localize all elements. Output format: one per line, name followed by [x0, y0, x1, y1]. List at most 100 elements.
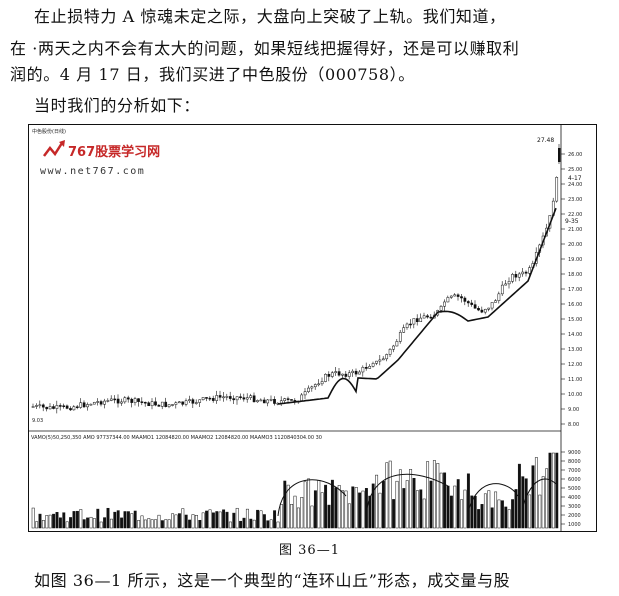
volume-bar — [276, 521, 280, 529]
price-tick-label: 26.00 — [568, 152, 582, 158]
volume-bar — [538, 494, 542, 529]
volume-bars — [31, 452, 559, 529]
volume-bar — [106, 507, 110, 529]
volume-bar — [422, 498, 426, 529]
volume-bar — [507, 509, 511, 529]
candle-body — [242, 397, 246, 400]
volume-bar — [279, 504, 283, 529]
watermark-site-text: www.net767.com — [40, 166, 145, 177]
volume-bar — [344, 490, 348, 529]
candle-body — [320, 381, 324, 385]
volume-bar — [62, 512, 66, 529]
watermark-logo-text: 767股票学习网 — [68, 144, 160, 160]
candle-body — [473, 304, 477, 309]
volume-bar — [160, 520, 164, 529]
candle-body — [456, 294, 460, 297]
candle-body — [92, 402, 96, 405]
trend-arrow-icon — [43, 142, 64, 157]
candle-body — [361, 367, 365, 373]
volume-tick-label: 5000 — [568, 486, 581, 492]
candle-body — [334, 371, 338, 374]
volume-bar — [368, 495, 372, 529]
top-price-label: 27.48 — [537, 137, 554, 144]
candle-body — [480, 309, 484, 313]
candle-body — [99, 401, 103, 405]
volume-bar — [460, 499, 464, 529]
candle-body — [191, 399, 195, 404]
candle-body — [347, 372, 351, 377]
price-tick-label: 24.00 — [568, 182, 582, 188]
volume-bar — [531, 465, 535, 529]
candle-body — [106, 400, 110, 402]
candle-body — [235, 396, 239, 401]
volume-bar — [456, 479, 460, 529]
candle-body — [327, 373, 331, 377]
candle-body — [252, 395, 256, 403]
volume-bar — [157, 514, 161, 529]
candle-body — [228, 396, 232, 399]
candle-body — [198, 399, 202, 403]
volume-bar — [354, 487, 358, 529]
candle-body — [256, 400, 259, 403]
candle-body — [405, 323, 409, 328]
volume-bar — [262, 514, 266, 529]
volume-bar — [524, 478, 528, 529]
paragraph-line-4: 当时我们的分析如下： — [34, 96, 201, 115]
volume-bar — [55, 512, 59, 529]
candle-body — [517, 273, 521, 278]
volume-bar — [477, 509, 481, 529]
candle-body — [218, 395, 222, 398]
volume-bar — [375, 474, 379, 529]
price-tick-label: 19.00 — [568, 257, 582, 263]
volume-bar — [198, 520, 202, 529]
price-tick-label: 10.00 — [568, 392, 582, 398]
volume-bar — [545, 468, 549, 529]
volume-bar — [443, 472, 447, 529]
volume-bar — [208, 509, 212, 529]
candle-body — [232, 398, 236, 401]
volume-bar — [177, 513, 181, 529]
figure-caption: 图 36—1 — [279, 543, 340, 558]
volume-bar — [497, 499, 501, 529]
candle-body — [460, 296, 463, 299]
candle-body — [205, 397, 208, 399]
volume-bar — [205, 510, 209, 529]
candle-body — [79, 402, 83, 408]
candle-body — [521, 271, 525, 275]
candle-body — [412, 318, 416, 325]
volume-bar — [126, 511, 130, 529]
volume-bar — [310, 505, 314, 529]
candle-body — [358, 371, 361, 375]
volume-bar — [402, 488, 406, 529]
price-tick-label: 15.00 — [568, 317, 582, 323]
volume-tick-label: 7000 — [568, 468, 581, 474]
paragraph-line-2: 在 ·两天之内不会有太大的问题，如果短线把握得好，还是可以赚取利 — [10, 39, 520, 58]
candle-body — [225, 396, 229, 398]
candle-body — [167, 404, 171, 407]
volume-bar — [266, 520, 270, 529]
volume-bar — [555, 452, 559, 529]
volume-bar — [470, 495, 474, 529]
candle-body — [116, 398, 120, 404]
volume-tick-label: 6000 — [568, 477, 581, 483]
candle-body — [154, 401, 157, 406]
volume-bar — [273, 510, 277, 529]
candle-body — [453, 294, 457, 297]
candle-body — [283, 398, 287, 401]
volume-bar — [215, 511, 219, 529]
volume-bar — [517, 463, 521, 529]
candle-body — [174, 402, 178, 405]
volume-bar — [480, 504, 484, 529]
candle-body — [147, 402, 151, 407]
candle-body — [351, 370, 355, 374]
candle-body — [317, 383, 321, 386]
candle-body — [375, 360, 378, 364]
candle-body — [181, 401, 185, 405]
volume-bar — [381, 480, 385, 529]
candle-body — [402, 327, 406, 333]
volume-bar — [137, 520, 141, 529]
candle-body — [188, 399, 191, 402]
volume-bar — [490, 507, 494, 529]
volume-bar — [405, 480, 409, 529]
volume-bar — [140, 515, 144, 529]
